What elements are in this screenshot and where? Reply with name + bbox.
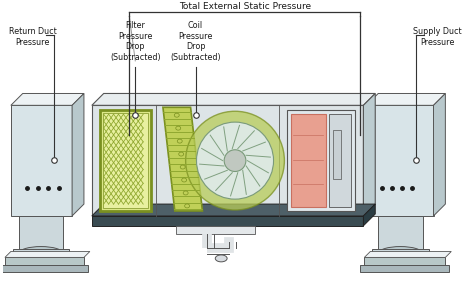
Bar xyxy=(292,114,326,207)
Bar xyxy=(92,105,364,216)
Polygon shape xyxy=(92,93,375,105)
Text: Return Duct
Pressure: Return Duct Pressure xyxy=(9,27,56,47)
Bar xyxy=(103,113,148,208)
Bar xyxy=(365,257,446,265)
Text: Supply Duct
Pressure: Supply Duct Pressure xyxy=(413,27,462,47)
Bar xyxy=(1,265,88,272)
Bar xyxy=(13,249,69,257)
Polygon shape xyxy=(365,251,451,257)
Text: Filter
Pressure
Drop
(Subtracted): Filter Pressure Drop (Subtracted) xyxy=(110,21,161,62)
Bar xyxy=(360,265,449,272)
Text: Coil
Pressure
Drop
(Subtracted): Coil Pressure Drop (Subtracted) xyxy=(170,21,221,62)
Text: Total External Static Pressure: Total External Static Pressure xyxy=(179,1,311,10)
Bar xyxy=(378,216,423,253)
Polygon shape xyxy=(72,93,84,216)
Bar xyxy=(92,216,364,226)
Ellipse shape xyxy=(19,247,63,260)
Polygon shape xyxy=(163,107,202,211)
Polygon shape xyxy=(92,204,375,216)
Circle shape xyxy=(186,111,284,210)
Circle shape xyxy=(224,150,246,171)
Polygon shape xyxy=(5,251,90,257)
Bar xyxy=(176,226,255,234)
Bar xyxy=(5,257,84,265)
Bar xyxy=(287,110,355,211)
Circle shape xyxy=(197,122,273,199)
Bar xyxy=(333,130,341,179)
Bar xyxy=(366,105,434,216)
Polygon shape xyxy=(434,93,446,216)
Polygon shape xyxy=(366,93,446,105)
Bar xyxy=(329,114,351,207)
Ellipse shape xyxy=(378,247,423,260)
Bar xyxy=(19,216,63,253)
Bar xyxy=(100,110,151,211)
Ellipse shape xyxy=(215,255,227,262)
Bar xyxy=(11,105,72,216)
Bar xyxy=(372,249,428,257)
Polygon shape xyxy=(364,204,375,226)
Polygon shape xyxy=(364,93,375,216)
Polygon shape xyxy=(11,93,84,105)
